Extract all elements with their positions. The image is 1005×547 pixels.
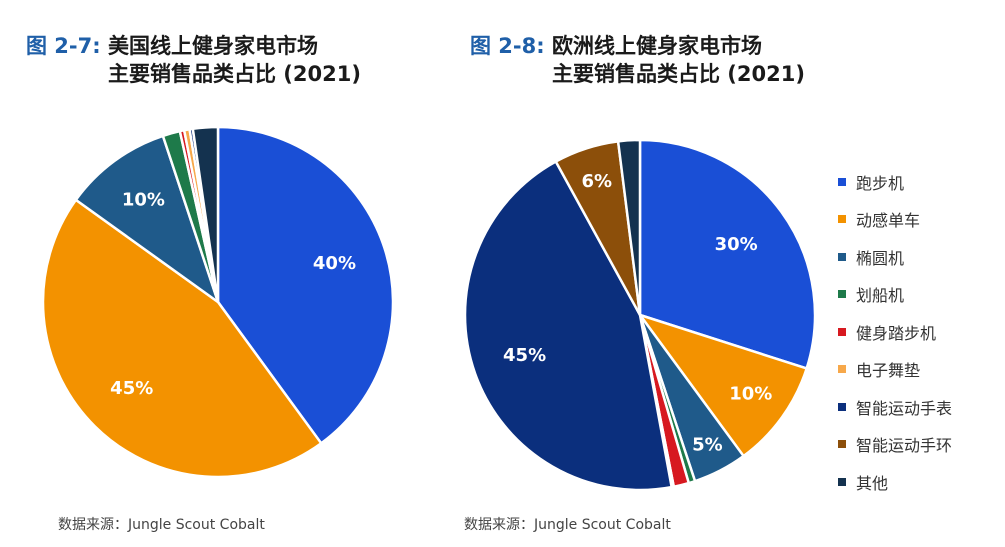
legend-item-0: 跑步机 <box>838 163 952 201</box>
legend-swatch <box>838 327 846 336</box>
chart2-source-note: 数据来源：Jungle Scout Cobalt <box>464 517 671 533</box>
chart2-title-line1: 欧洲线上健身家电市场 <box>551 34 762 58</box>
chart2-figure-number: 图 2-8: <box>470 34 545 58</box>
chart1-title-line2: 主要销售品类占比 (2021) <box>108 62 361 86</box>
legend-label: 跑步机 <box>856 173 905 193</box>
chart2-slice-1 <box>636 312 809 458</box>
legend-swatch <box>838 477 846 486</box>
legend-item-4: 健身踏步机 <box>838 313 952 351</box>
chart2-data-label-1: 10% <box>729 384 772 405</box>
chart2-slice-0 <box>638 138 817 371</box>
legend-item-6: 智能运动手表 <box>838 388 952 426</box>
chart1-data-label-1: 45% <box>110 378 153 399</box>
legend-item-2: 椭圆机 <box>838 238 952 276</box>
pie-chart-1: 40% 45% 10% <box>41 125 395 479</box>
legend-label: 椭圆机 <box>856 248 905 268</box>
pie-chart-2: 30% 10% 5% 45% 6% <box>463 138 817 492</box>
chart2-data-label-7: 6% <box>582 171 613 192</box>
chart1-source-note: 数据来源：Jungle Scout Cobalt <box>58 517 265 533</box>
legend-item-5: 电子舞垫 <box>838 351 952 389</box>
chart1-slice-1 <box>41 198 323 479</box>
legend-item-1: 动感单车 <box>838 201 952 239</box>
legend-swatch <box>838 290 846 299</box>
legend-label: 其他 <box>856 473 889 493</box>
chart2-data-label-2: 5% <box>692 435 723 456</box>
legend-swatch <box>838 440 846 449</box>
legend-item-7: 智能运动手环 <box>838 426 952 464</box>
chart1-title: 图 2-7: 美国线上健身家电市场 主要销售品类占比 (2021) <box>26 32 361 88</box>
legend-label: 电子舞垫 <box>856 361 921 381</box>
chart1-slice-2 <box>74 134 221 306</box>
chart2-title-line2: 主要销售品类占比 (2021) <box>552 62 805 86</box>
legend-label: 健身踏步机 <box>856 323 937 343</box>
chart2-slice-8 <box>616 138 642 316</box>
chart1-slice-0 <box>216 125 395 446</box>
legend-swatch <box>838 252 846 261</box>
chart2-slice-6 <box>463 159 674 492</box>
legend-label: 动感单车 <box>856 211 921 231</box>
legend-item-8: 其他 <box>838 463 952 501</box>
legend-swatch <box>838 402 846 411</box>
chart2-data-label-0: 30% <box>715 234 758 255</box>
legend-swatch <box>838 365 846 374</box>
legend-swatch <box>838 177 846 186</box>
legend-item-3: 划船机 <box>838 276 952 314</box>
chart1-data-label-0: 40% <box>313 253 356 274</box>
chart1-data-label-2: 10% <box>122 189 165 210</box>
chart-legend: 跑步机动感单车椭圆机划船机健身踏步机电子舞垫智能运动手表 智能运动手环 其他 <box>838 163 952 501</box>
chart1-figure-number: 图 2-7: <box>26 34 101 58</box>
legend-label: 智能运动手环 <box>856 436 953 456</box>
legend-label: 智能运动手表 <box>856 398 953 418</box>
chart2-title: 图 2-8: 欧洲线上健身家电市场 主要销售品类占比 (2021) <box>470 32 805 88</box>
chart1-slice-8 <box>191 125 220 303</box>
legend-swatch <box>838 215 846 224</box>
chart2-data-label-6: 45% <box>503 345 546 366</box>
legend-label: 划船机 <box>856 286 905 306</box>
chart1-title-line1: 美国线上健身家电市场 <box>107 34 318 58</box>
